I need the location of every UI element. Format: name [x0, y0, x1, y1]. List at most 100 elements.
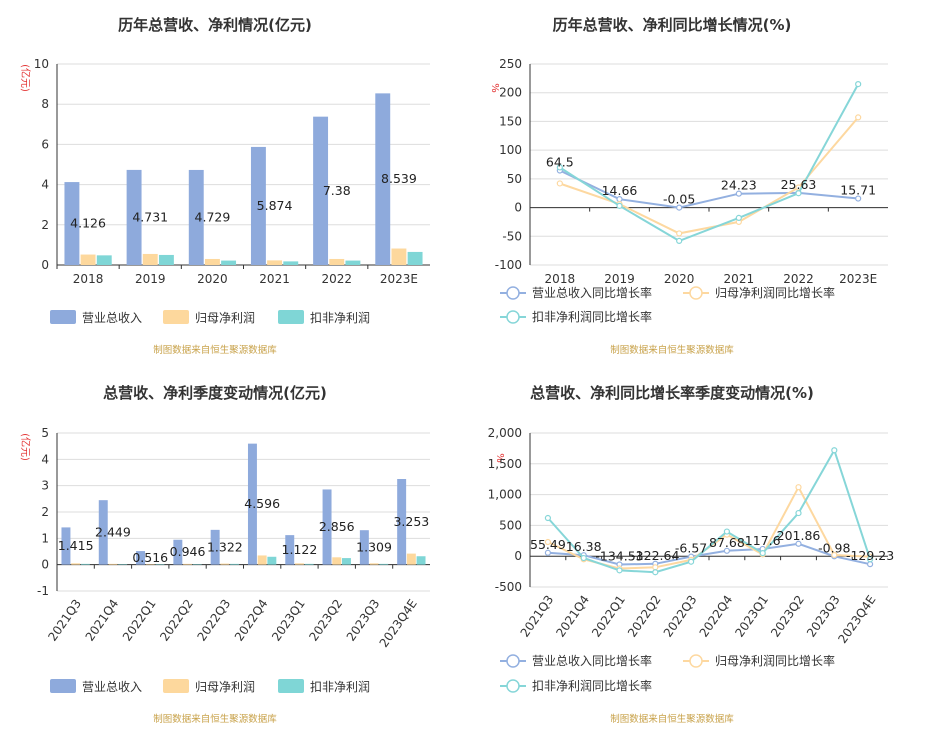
y-tick-label: 3 — [41, 479, 49, 493]
bar — [257, 555, 267, 565]
legend-swatch-marker — [506, 310, 520, 324]
legend-label: 扣非净利润 — [310, 311, 370, 325]
x-tick-label: 2022Q2 — [157, 597, 196, 644]
data-label: 4.731 — [132, 209, 168, 224]
bar — [345, 260, 361, 265]
data-label: 4.126 — [70, 216, 106, 231]
bar — [142, 253, 158, 265]
y-unit-label: % — [494, 453, 505, 463]
y-tick-label: 500 — [499, 518, 522, 532]
bar — [155, 564, 165, 565]
data-label: 1.122 — [282, 542, 318, 557]
data-point — [723, 547, 731, 554]
data-label: 117.6 — [745, 533, 781, 548]
data-label: 201.86 — [777, 528, 821, 543]
legend-swatch — [50, 310, 76, 324]
data-label: -6.57 — [675, 541, 707, 556]
bar — [391, 248, 407, 265]
y-tick-label: 100 — [499, 143, 522, 157]
x-tick-label: 2020 — [664, 272, 695, 286]
source-note: 制图数据来自恒生聚源数据库 — [610, 344, 734, 356]
x-tick-label: 2022Q1 — [589, 593, 628, 640]
data-label: 87.68 — [709, 535, 745, 550]
x-tick-label: 2023E — [380, 272, 418, 286]
legend-item: 归母净利润 — [163, 679, 255, 694]
y-tick-label: -1 — [37, 584, 49, 598]
quarterly-revenue-profit-chart: 总营收、净利季度变动情况(亿元) (亿元) -1 0 1 2 3 4 5 2021Q32021… — [19, 384, 430, 725]
legend-item: 营业总收入同比增长率 — [500, 285, 652, 300]
data-label: 64.5 — [546, 155, 574, 170]
legend-item: 扣非净利润 — [278, 310, 370, 325]
chart-title: 历年总营收、净利情况(亿元) — [118, 16, 312, 34]
bar — [322, 489, 332, 565]
data-label: -129.23 — [846, 548, 894, 563]
data-label: 1.309 — [356, 539, 392, 554]
legend-item: 营业总收入 — [50, 679, 142, 694]
data-point — [652, 569, 659, 576]
bar — [294, 563, 304, 565]
bar — [158, 254, 174, 265]
bar — [136, 551, 146, 565]
data-label: -0.05 — [663, 192, 695, 207]
plot-area: -100 -50 0 50 100 150 200 250 2018 2019 2020 2021 20… — [495, 57, 888, 324]
data-label: 0.946 — [170, 544, 206, 559]
legend-label: 归母净利润同比增长率 — [715, 285, 835, 300]
data-label: 7.38 — [323, 183, 351, 198]
y-tick-label: 10 — [34, 57, 49, 71]
legend-item: 扣非净利润同比增长率 — [500, 309, 652, 324]
y-tick-label: 50 — [507, 172, 522, 186]
bar — [220, 563, 230, 565]
legend-swatch — [278, 679, 304, 693]
chart-title: 总营收、净利同比增长率季度变动情况(%) — [530, 384, 814, 402]
data-label: -122.64 — [631, 548, 679, 563]
x-tick-label: 2023Q4E — [377, 597, 420, 650]
data-label: 8.539 — [381, 171, 417, 186]
bar — [80, 254, 96, 265]
bar — [230, 563, 240, 565]
bar — [118, 564, 128, 565]
y-tick-label: 6 — [41, 137, 49, 151]
x-tick-label: 2021Q4 — [553, 593, 592, 640]
data-point — [544, 538, 552, 546]
x-tick-label: 2020 — [197, 272, 228, 286]
legend-item: 营业总收入同比增长率 — [500, 653, 652, 668]
bar — [98, 500, 108, 565]
x-tick-label: 2023Q2 — [306, 597, 345, 644]
data-point — [676, 204, 683, 211]
bar — [188, 169, 204, 265]
y-tick-label: 1 — [41, 531, 49, 545]
bar — [126, 169, 142, 265]
legend-swatch — [278, 310, 304, 324]
x-tick-label: 2023Q3 — [344, 597, 383, 644]
y-tick-label: -50 — [502, 229, 522, 243]
x-tick-label: 2018 — [73, 272, 104, 286]
quarterly-growth-chart: 总营收、净利同比增长率季度变动情况(%) % -500 0 500 1,000 1,50… — [488, 384, 895, 725]
legend-label: 扣非净利润同比增长率 — [532, 309, 652, 324]
x-tick-label: 2022 — [783, 272, 814, 286]
x-tick-label: 2022Q3 — [195, 597, 234, 644]
bar — [416, 556, 426, 565]
bar — [285, 535, 295, 565]
legend-swatch-marker — [506, 654, 520, 668]
bar — [313, 116, 329, 265]
bar — [192, 564, 202, 565]
legend-item: 营业总收入 — [50, 310, 142, 325]
bar — [332, 557, 342, 565]
data-point — [795, 484, 802, 491]
data-label: 3.253 — [393, 514, 429, 529]
data-point — [676, 237, 683, 244]
data-point — [735, 190, 742, 197]
y-tick-label: 1,500 — [488, 457, 522, 471]
legend-swatch — [163, 679, 189, 693]
x-tick-label: 2021Q4 — [83, 597, 122, 644]
bar — [283, 261, 299, 265]
x-tick-label: 2021Q3 — [45, 597, 84, 644]
x-tick-label: 2022Q4 — [697, 593, 736, 640]
x-tick-label: 2022Q2 — [625, 593, 664, 640]
data-label: 2.449 — [95, 524, 131, 539]
data-label: -0.98 — [818, 540, 850, 555]
bar — [108, 563, 118, 565]
y-tick-label: 2 — [41, 218, 49, 232]
bar — [379, 563, 389, 565]
